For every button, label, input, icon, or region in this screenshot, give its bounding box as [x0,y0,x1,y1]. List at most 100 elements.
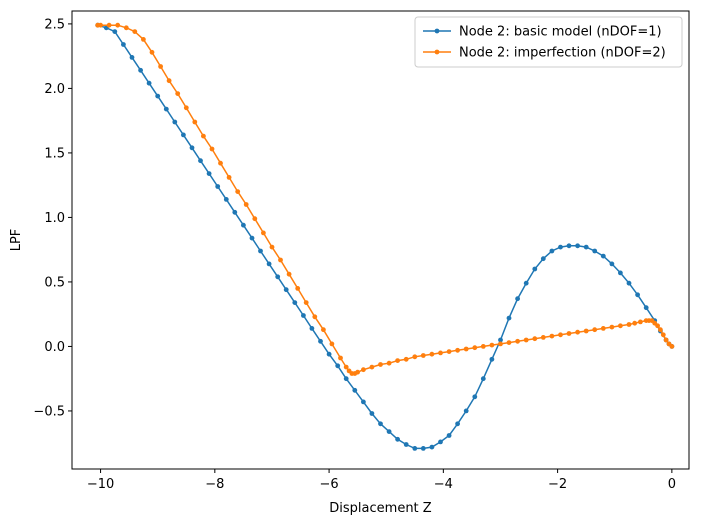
series-2-point [632,320,638,326]
series-2-point [386,360,392,366]
series-2-point [532,336,538,342]
x-tick-label: 0 [668,477,676,492]
series-1-point [129,55,135,60]
legend-swatch-marker [434,49,440,55]
series-1-point [121,42,126,47]
axes-frame [71,10,690,470]
y-tick-label: 1.5 [44,146,65,161]
series-2-point [226,175,232,180]
x-axis-label: Displacement Z [329,501,432,516]
series-2-point [166,78,172,84]
series-1-point [558,244,563,250]
series-2-point [175,91,181,96]
series-2-point [95,22,101,28]
series-1-line [97,24,673,450]
series-2-point [235,189,241,195]
series-1-point [318,338,323,344]
y-tick-label: −0.5 [33,404,65,419]
series-1-point [189,145,195,151]
series-2-point [455,347,460,353]
series-2-point [141,37,146,42]
series-1-point [335,363,341,369]
series-1-point [446,433,452,438]
series-1-point [343,376,349,382]
series-2-point [278,257,283,263]
series-1-point [540,256,546,262]
series-2-point [123,25,129,31]
y-tick-label: 0.0 [44,340,65,355]
series-2-point [378,362,383,367]
series-2-point [446,349,452,354]
series-2-point [660,332,666,338]
ticks: −10 −8 −6 −4 −2 0 −0.5 0.0 0.5 1.0 1.5 2.0 2.5 [33,17,676,492]
x-tick-label: −10 [87,477,114,492]
series-1-point [232,209,238,215]
series-2-point [209,146,215,152]
series-1-point [575,243,580,249]
series-1-point [480,376,486,382]
y-axis-label: LPF [9,229,24,252]
series-2-point [480,344,486,349]
series-1-point [489,356,495,362]
legend-box [414,16,683,68]
series-2-point [192,119,198,125]
series-2 [95,22,675,376]
series-2-point [558,332,563,338]
series-2-point [643,318,649,323]
series-2-point [321,327,326,333]
series-1-point [635,292,640,298]
series-1-point [609,261,615,267]
series-1-point [506,315,512,321]
series-2-point [295,286,301,291]
series-1-point [283,287,289,293]
series-1-point [223,197,229,202]
series-1-point [112,29,118,34]
series-2-point [438,350,443,356]
series-2-point [609,324,615,330]
plot-area [95,22,675,451]
series-1-point [215,184,221,189]
series-2-point [338,355,343,361]
y-tick-label: 2.5 [44,17,65,32]
series-1-point [472,394,478,400]
series-2-point [343,364,349,370]
series-1-point [566,243,572,249]
series-2-point [489,342,495,348]
series-1-point [138,67,144,73]
series-2-point [663,337,669,343]
series-2-point [666,341,672,347]
series-2-point [149,49,155,55]
series-1-point [420,446,426,451]
series-1-point [438,439,443,445]
series-1-point [455,421,460,427]
series-1-point [583,244,589,250]
series-1-point [292,300,298,305]
series-2-point [132,29,138,34]
series-1-point [326,351,332,357]
series-2-point [472,345,478,351]
x-tick-label: −4 [434,477,453,492]
series-2-point [158,64,164,69]
series-1-point [352,387,358,393]
series-2-point [498,341,503,347]
series-1-point [592,248,598,254]
series-1-point [618,270,623,276]
series-1-point [378,421,383,427]
series-1-point [600,253,606,259]
series-1-point [361,399,366,405]
series-2-point [515,338,520,344]
series-2-point [286,271,292,277]
series-1-point [266,261,272,267]
series-1-point [369,411,375,416]
series-1-point [498,337,503,343]
series-2-point [618,323,623,329]
series-1-point [532,266,538,272]
series-2-point [269,244,275,250]
series-2-point [420,353,426,358]
series-2-point [312,314,318,320]
series-2-point [658,327,663,333]
series-2-point [540,335,546,340]
series-1-point [386,429,392,434]
series-1-point [155,93,161,99]
